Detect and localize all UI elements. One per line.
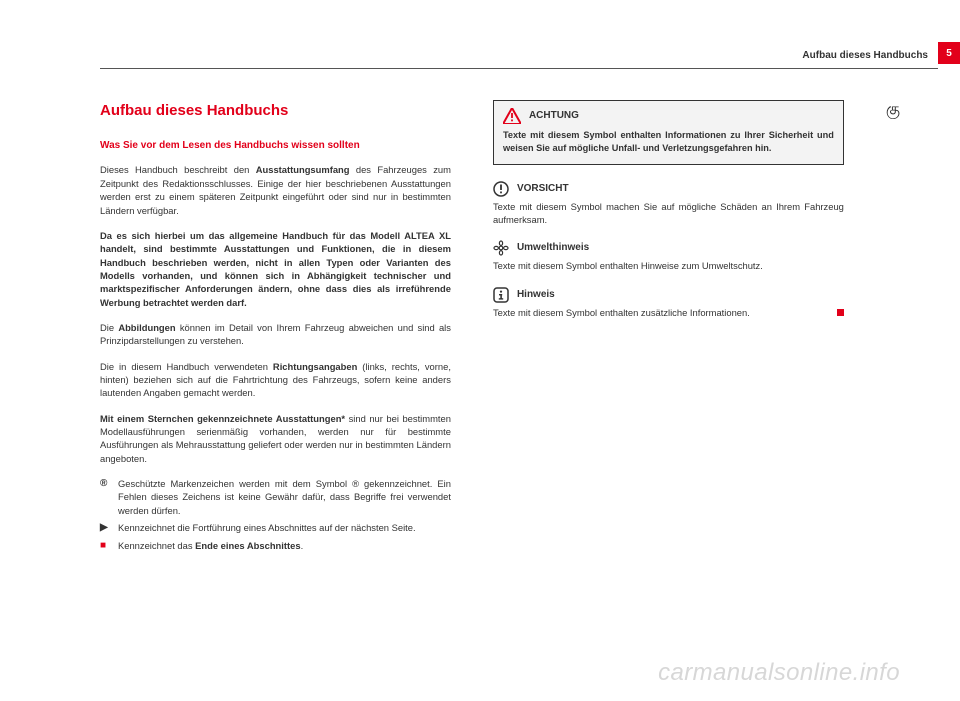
paragraph: Die Abbildungen können im Detail von Ihr… (100, 321, 451, 348)
list-item-text: Kennzeichnet das Ende eines Abschnittes. (118, 539, 451, 552)
continue-icon: ▶ (100, 521, 118, 535)
achtung-box: ACHTUNG Texte mit diesem Symbol enthalte… (493, 100, 844, 165)
vorsicht-header: VORSICHT (493, 181, 844, 197)
list-item-text: Geschützte Markenzeichen werden mit dem … (118, 477, 451, 517)
paragraph-bold: Da es sich hierbei um das allgemeine Han… (100, 229, 451, 309)
end-section-icon: ■ (100, 539, 118, 553)
section-subhead: Was Sie vor dem Lesen des Handbuchs wiss… (100, 139, 451, 153)
watermark-text: carmanualsonline.info (658, 659, 900, 687)
hinweis-body: Texte mit diesem Symbol enthalten zusätz… (493, 306, 844, 319)
flower-icon (493, 240, 509, 256)
text-bold: Mit einem Sternchen gekennzeichnete Auss… (100, 413, 345, 424)
text: Kennzeichnet das (118, 540, 195, 551)
right-column: ACHTUNG Texte mit diesem Symbol enthalte… (493, 100, 844, 565)
page-number-tab: 5 (938, 42, 960, 64)
vorsicht-block: VORSICHT Texte mit diesem Symbol machen … (493, 181, 844, 227)
achtung-header: ACHTUNG (503, 108, 834, 124)
hinweis-header: Hinweis (493, 287, 844, 303)
paragraph: Dieses Handbuch beschreibt den Ausstattu… (100, 163, 451, 216)
paragraph: Mit einem Sternchen gekennzeichnete Auss… (100, 412, 451, 465)
info-square-icon (493, 287, 509, 303)
running-header: Aufbau dieses Handbuchs (802, 50, 928, 61)
umwelt-body: Texte mit diesem Symbol enthalten Hinwei… (493, 259, 844, 272)
text-bold: Abbildungen (118, 322, 175, 333)
text: Die in diesem Handbuch verwendeten (100, 361, 273, 372)
page-content: Aufbau dieses Handbuchs Was Sie vor dem … (100, 100, 900, 565)
list-item: ® Geschützte Markenzeichen werden mit de… (100, 477, 451, 517)
list-item: ▶ Kennzeichnet die Fortführung eines Abs… (100, 521, 451, 535)
vorsicht-title: VORSICHT (517, 182, 569, 196)
vorsicht-body: Texte mit diesem Symbol machen Sie auf m… (493, 200, 844, 227)
caution-circle-icon (493, 181, 509, 197)
text-bold: Ende eines Abschnittes (195, 540, 300, 551)
symbol-legend-list: ® Geschützte Markenzeichen werden mit de… (100, 477, 451, 553)
left-column: Aufbau dieses Handbuchs Was Sie vor dem … (100, 100, 451, 565)
warning-triangle-icon (503, 108, 521, 124)
header-rule (100, 68, 938, 69)
hinweis-block: Hinweis Texte mit diesem Symbol enthalte… (493, 287, 844, 319)
registered-icon: ® (100, 477, 118, 491)
text: . (301, 540, 304, 551)
umwelt-header: Umwelthinweis (493, 240, 844, 256)
umwelt-title: Umwelthinweis (517, 241, 589, 255)
achtung-title: ACHTUNG (529, 109, 579, 123)
text: Texte mit diesem Symbol enthalten zusätz… (493, 307, 750, 318)
list-item-text: Kennzeichnet die Fortführung eines Absch… (118, 521, 451, 534)
text: Dieses Handbuch beschreibt den (100, 164, 256, 175)
text-bold: Ausstattungsumfang (256, 164, 350, 175)
list-item: ■ Kennzeichnet das Ende eines Abschnitte… (100, 539, 451, 553)
achtung-body: Texte mit diesem Symbol enthalten Inform… (503, 129, 834, 155)
paragraph: Die in diesem Handbuch verwendeten Richt… (100, 360, 451, 400)
end-section-marker (837, 309, 844, 316)
text-bold: Richtungsangaben (273, 361, 357, 372)
text: Die (100, 322, 118, 333)
page-title: Aufbau dieses Handbuchs (100, 100, 451, 121)
umwelt-block: Umwelthinweis Texte mit diesem Symbol en… (493, 240, 844, 272)
hinweis-title: Hinweis (517, 288, 555, 302)
